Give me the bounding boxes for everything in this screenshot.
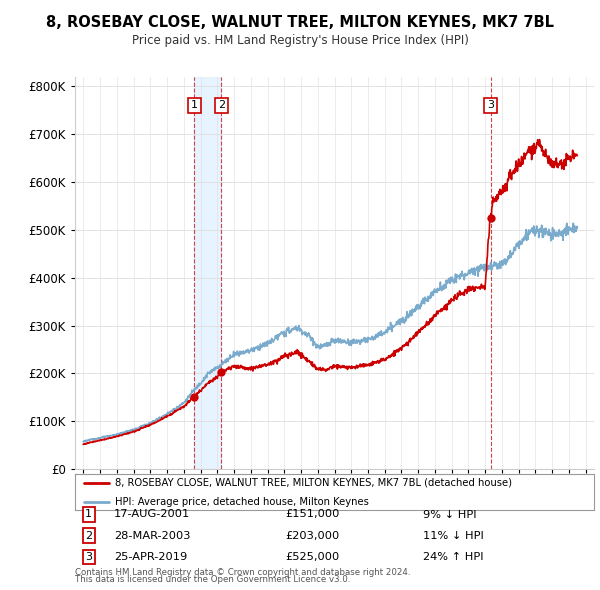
Text: 2: 2	[218, 100, 225, 110]
Text: This data is licensed under the Open Government Licence v3.0.: This data is licensed under the Open Gov…	[75, 575, 350, 584]
Text: £525,000: £525,000	[285, 552, 339, 562]
Text: 11% ↓ HPI: 11% ↓ HPI	[423, 531, 484, 540]
Text: 3: 3	[487, 100, 494, 110]
Text: 3: 3	[85, 552, 92, 562]
Text: 1: 1	[191, 100, 198, 110]
Text: 25-APR-2019: 25-APR-2019	[114, 552, 187, 562]
Text: 9% ↓ HPI: 9% ↓ HPI	[423, 510, 476, 519]
Text: 1: 1	[85, 510, 92, 519]
Text: 8, ROSEBAY CLOSE, WALNUT TREE, MILTON KEYNES, MK7 7BL (detached house): 8, ROSEBAY CLOSE, WALNUT TREE, MILTON KE…	[115, 478, 512, 488]
Text: Contains HM Land Registry data © Crown copyright and database right 2024.: Contains HM Land Registry data © Crown c…	[75, 568, 410, 577]
Text: 2: 2	[85, 531, 92, 540]
Bar	[194, 77, 221, 469]
Text: Price paid vs. HM Land Registry's House Price Index (HPI): Price paid vs. HM Land Registry's House …	[131, 34, 469, 47]
Text: HPI: Average price, detached house, Milton Keynes: HPI: Average price, detached house, Milt…	[115, 497, 369, 507]
Text: £151,000: £151,000	[285, 510, 340, 519]
Text: 28-MAR-2003: 28-MAR-2003	[114, 531, 191, 540]
Text: 24% ↑ HPI: 24% ↑ HPI	[423, 552, 484, 562]
Text: £203,000: £203,000	[285, 531, 339, 540]
Text: 8, ROSEBAY CLOSE, WALNUT TREE, MILTON KEYNES, MK7 7BL: 8, ROSEBAY CLOSE, WALNUT TREE, MILTON KE…	[46, 15, 554, 30]
Text: 17-AUG-2001: 17-AUG-2001	[114, 510, 190, 519]
